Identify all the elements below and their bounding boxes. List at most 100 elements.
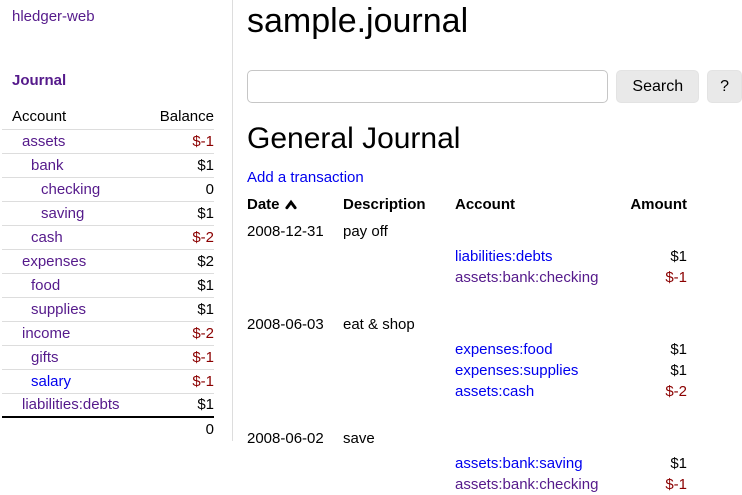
transaction-description: eat & shop <box>343 316 415 333</box>
account-row: supplies $1 <box>2 297 214 321</box>
empty-cell <box>627 428 687 453</box>
journal-header-date[interactable]: Date <box>247 196 343 221</box>
sidebar-account-link[interactable]: liabilities:debts <box>22 396 120 414</box>
account-row: bank $1 <box>2 153 214 177</box>
account-row: checking 0 <box>2 177 214 201</box>
account-balance: $1 <box>197 204 214 222</box>
empty-cell <box>343 381 455 402</box>
posting-amount: $1 <box>670 341 687 358</box>
posting-row: expenses:food $1 <box>247 339 687 360</box>
journal-header-row: Date Description Account Amount <box>247 196 687 221</box>
sidebar-account-link[interactable]: expenses <box>22 252 87 270</box>
sidebar-account-link[interactable]: salary <box>31 372 72 390</box>
accounts-table: Account Balance assets $-1 bank $1 checking 0… <box>2 105 214 441</box>
account-balance: $1 <box>197 396 214 414</box>
posting-amount: $1 <box>670 362 687 379</box>
sidebar-account-link[interactable]: cash <box>31 228 63 246</box>
empty-cell <box>627 314 687 339</box>
account-balance: $1 <box>197 276 214 294</box>
empty-cell <box>343 246 455 267</box>
sidebar: hledger-web Journal Account Balance asse… <box>0 0 233 441</box>
accounts-total-value: 0 <box>142 416 214 441</box>
journal-header-description: Description <box>343 196 426 213</box>
search-form: Search ? <box>247 70 742 103</box>
posting-row: expenses:supplies $1 <box>247 360 687 381</box>
empty-cell <box>247 402 687 428</box>
sidebar-account-link[interactable]: saving <box>41 204 85 222</box>
posting-row: assets:bank:saving $1 <box>247 453 687 474</box>
sidebar-account-link[interactable]: bank <box>31 156 64 174</box>
empty-cell <box>343 360 455 381</box>
journal-header-account: Account <box>455 196 515 213</box>
add-transaction-link[interactable]: Add a transaction <box>247 169 364 186</box>
empty-cell <box>247 381 343 402</box>
empty-cell <box>455 428 627 453</box>
posting-amount: $-2 <box>665 383 687 400</box>
sidebar-journal-link[interactable]: Journal <box>12 72 67 89</box>
account-balance: $-1 <box>192 372 214 390</box>
posting-account-link[interactable]: assets:bank:checking <box>455 476 599 493</box>
transaction-description: save <box>343 430 375 447</box>
posting-account-link[interactable]: liabilities:debts <box>455 248 553 265</box>
account-row: assets $-1 <box>2 129 214 153</box>
transaction-row: 2008-12-31 pay off <box>247 221 687 246</box>
page-title: sample.journal <box>247 2 469 40</box>
sidebar-account-link[interactable]: supplies <box>31 300 87 318</box>
account-balance: $1 <box>197 300 214 318</box>
posting-row: liabilities:debts $1 <box>247 246 687 267</box>
sidebar-account-link[interactable]: food <box>31 276 61 294</box>
empty-cell <box>627 221 687 246</box>
account-balance: $-1 <box>192 132 214 150</box>
empty-cell <box>455 221 627 246</box>
journal-header-date-label: Date <box>247 196 280 213</box>
posting-amount: $1 <box>670 248 687 265</box>
accounts-header-row: Account Balance <box>2 105 214 129</box>
help-button[interactable]: ? <box>707 70 742 103</box>
transaction-spacer <box>247 402 687 428</box>
empty-cell <box>455 314 627 339</box>
empty-cell <box>343 453 455 474</box>
posting-account-link[interactable]: expenses:food <box>455 341 553 358</box>
search-input[interactable] <box>247 70 609 103</box>
posting-account-link[interactable]: assets:bank:saving <box>455 455 583 472</box>
transaction-date: 2008-06-02 <box>247 430 324 447</box>
account-row: income $-2 <box>2 321 214 345</box>
empty-cell <box>247 360 343 381</box>
transaction-row: 2008-06-03 eat & shop <box>247 314 687 339</box>
transaction-description: pay off <box>343 223 388 240</box>
account-row: gifts $-1 <box>2 345 214 369</box>
sidebar-account-link[interactable]: income <box>22 324 71 342</box>
app-brand-link[interactable]: hledger-web <box>12 8 95 25</box>
empty-cell <box>247 474 343 495</box>
empty-cell <box>247 246 343 267</box>
empty-cell <box>247 453 343 474</box>
account-row: liabilities:debts $1 <box>2 393 214 417</box>
main-content: sample.journal Search ? General Journal … <box>247 0 742 495</box>
empty-cell <box>247 267 343 288</box>
transaction-spacer <box>247 288 687 314</box>
sidebar-account-link[interactable]: checking <box>41 180 101 198</box>
posting-account-link[interactable]: assets:cash <box>455 383 535 400</box>
chevron-up-icon <box>284 199 297 210</box>
sidebar-account-link[interactable]: assets <box>22 132 66 150</box>
account-row: saving $1 <box>2 201 214 225</box>
search-button[interactable]: Search <box>616 70 700 103</box>
sidebar-account-link[interactable]: gifts <box>31 348 59 366</box>
accounts-total-row: 0 <box>2 416 214 441</box>
account-row: salary $-1 <box>2 369 214 393</box>
account-balance: $-2 <box>192 324 214 342</box>
empty-cell <box>247 288 687 314</box>
journal-header-amount: Amount <box>630 196 687 213</box>
account-row: expenses $2 <box>2 249 214 273</box>
journal-title: General Journal <box>247 122 461 155</box>
account-balance: $1 <box>197 156 214 174</box>
journal-table: Date Description Account Amount 2008-12-… <box>247 196 687 495</box>
account-row: cash $-2 <box>2 225 214 249</box>
posting-account-link[interactable]: assets:bank:checking <box>455 269 599 286</box>
account-balance: $-2 <box>192 228 214 246</box>
posting-row: assets:cash $-2 <box>247 381 687 402</box>
posting-account-link[interactable]: expenses:supplies <box>455 362 579 379</box>
transaction-date: 2008-12-31 <box>247 223 324 240</box>
accounts-header-balance: Balance <box>159 108 214 126</box>
empty-cell <box>343 267 455 288</box>
